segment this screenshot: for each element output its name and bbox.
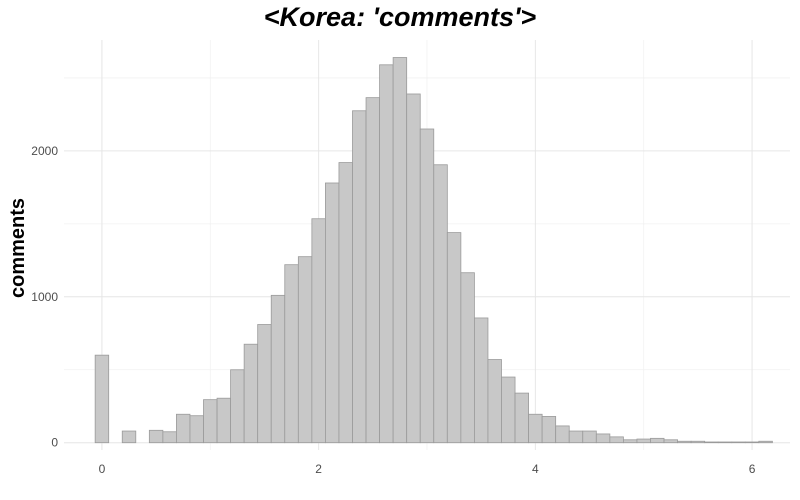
histogram-bar xyxy=(311,218,326,444)
histogram-bar xyxy=(257,324,272,444)
histogram-bar xyxy=(243,343,259,444)
histogram-bar xyxy=(297,256,313,444)
histogram-bar xyxy=(365,97,380,444)
histogram-bar xyxy=(419,128,435,444)
y-tick-label: 1000 xyxy=(31,290,58,304)
histogram-bar xyxy=(758,440,773,444)
histogram-bar xyxy=(121,430,137,444)
histogram-bar xyxy=(392,57,408,444)
y-axis-title: comments xyxy=(7,198,29,298)
x-tick-label: 6 xyxy=(749,462,756,476)
histogram-bar xyxy=(568,430,584,444)
x-tick-label: 0 xyxy=(99,462,106,476)
y-tick-label: 2000 xyxy=(31,144,58,158)
histogram-bar xyxy=(189,415,204,444)
histogram-bar xyxy=(460,272,475,444)
histogram-bar xyxy=(433,164,448,444)
histogram-bar xyxy=(162,431,177,444)
histogram-bar xyxy=(541,416,557,444)
histogram-bar xyxy=(474,317,489,444)
histogram-bar xyxy=(176,413,191,444)
histogram-bar xyxy=(203,399,218,444)
histogram-bar xyxy=(622,439,638,444)
histogram-bar xyxy=(352,110,367,444)
histogram-bar xyxy=(704,441,719,444)
histogram-bar xyxy=(650,437,665,444)
x-tick-labels: 0 2 4 6 xyxy=(99,462,756,476)
histogram-bar xyxy=(446,232,462,444)
histogram-bar xyxy=(338,162,353,444)
histogram-bar xyxy=(284,264,299,444)
histogram-bar xyxy=(230,369,245,444)
histogram-bar xyxy=(595,433,611,444)
histogram-bar xyxy=(636,438,651,444)
histogram-bar xyxy=(94,354,110,444)
x-tick-label: 4 xyxy=(532,462,539,476)
histogram-bar xyxy=(744,441,760,444)
histogram-bar xyxy=(609,436,624,444)
histogram-bar xyxy=(677,440,692,444)
histogram-bar xyxy=(487,359,502,444)
histogram-bars xyxy=(94,57,773,444)
x-tick-label: 2 xyxy=(315,462,322,476)
histogram-bar xyxy=(528,413,543,444)
histogram-bar xyxy=(514,392,529,444)
histogram-bar xyxy=(663,439,678,444)
histogram-bar xyxy=(216,397,232,444)
histogram-bar xyxy=(270,294,286,444)
y-tick-label: 0 xyxy=(51,436,58,450)
histogram-bar xyxy=(582,430,597,444)
histogram-bar xyxy=(148,429,164,444)
histogram-bar xyxy=(406,93,421,444)
histogram-bar xyxy=(501,376,516,444)
y-tick-labels: 0 1000 2000 xyxy=(31,144,58,450)
histogram-bar xyxy=(690,440,706,444)
chart-title: <Korea: 'comments'> xyxy=(263,2,537,32)
histogram-bar xyxy=(379,64,394,444)
histogram-bar xyxy=(731,441,746,444)
histogram-bar xyxy=(325,182,340,444)
histogram-bar xyxy=(555,425,570,444)
histogram-bar xyxy=(717,441,733,444)
